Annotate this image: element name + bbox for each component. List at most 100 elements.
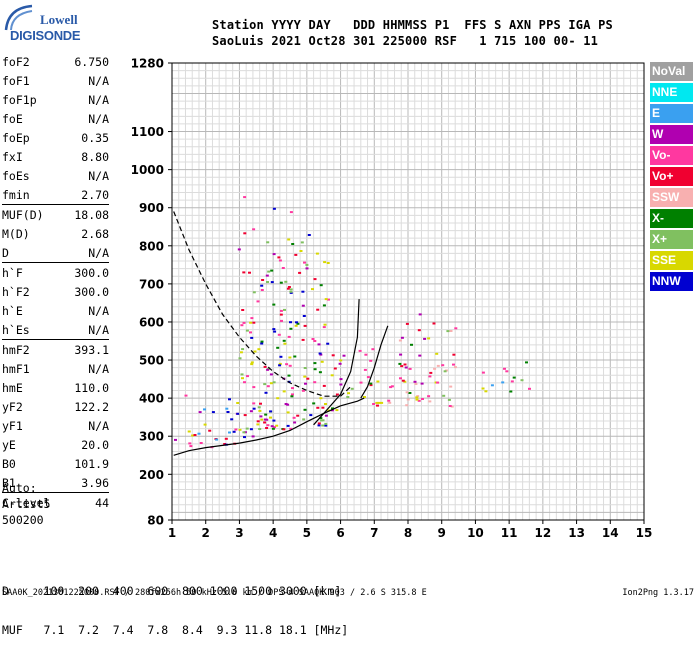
echo-point <box>303 408 307 411</box>
echo-point <box>311 338 315 340</box>
legend-item-ssw: SSW <box>650 188 693 207</box>
parameter-row: C-level 44 <box>2 493 109 512</box>
echo-point <box>447 398 451 401</box>
x-tick-label: 5 <box>303 526 311 540</box>
echo-point <box>324 298 328 301</box>
parameter-row: yE 20.0 <box>2 435 109 454</box>
echo-point <box>257 406 261 409</box>
echo-point <box>284 280 288 283</box>
lowell-digisonde-logo: Lowell DIGISONDE <box>2 2 81 43</box>
parameter-name: yE <box>2 438 16 452</box>
echo-point <box>277 333 281 336</box>
y-tick-label: 400 <box>139 392 164 406</box>
parameter-value: 2.68 <box>81 227 109 241</box>
parameter-divider <box>2 492 109 493</box>
echo-point <box>428 400 432 403</box>
y-tick-label: 1000 <box>131 163 164 177</box>
echo-point <box>327 298 330 301</box>
parameter-value: N/A <box>88 323 109 337</box>
echo-point <box>528 387 531 390</box>
parameter-value: N/A <box>88 246 109 260</box>
echo-point <box>258 428 262 430</box>
echo-point <box>197 432 201 435</box>
echo-point <box>420 382 424 385</box>
echo-point <box>319 417 323 420</box>
echo-point <box>452 363 455 366</box>
parameter-value: 3.96 <box>81 476 109 490</box>
parameter-name: h`Es <box>2 323 30 337</box>
echo-point <box>265 418 269 421</box>
echo-point <box>376 404 379 407</box>
echo-point <box>238 428 242 431</box>
echo-point <box>317 422 321 425</box>
echo-point <box>417 329 421 332</box>
parameter-name: hmE <box>2 381 23 395</box>
echo-point <box>335 409 339 412</box>
echo-point <box>313 278 317 281</box>
echo-point <box>243 381 246 384</box>
echo-point <box>304 382 307 385</box>
echo-point <box>293 355 297 358</box>
parameter-row: h`F2 300.0 <box>2 282 109 301</box>
echo-point <box>401 379 405 382</box>
echo-point <box>372 403 376 405</box>
profile-curves <box>173 211 389 456</box>
y-tick-label: 1280 <box>131 57 164 71</box>
parameter-value: 393.1 <box>74 343 109 357</box>
echo-point <box>278 364 282 367</box>
echo-point <box>432 322 436 325</box>
echo-point <box>269 416 272 419</box>
echo-point <box>269 382 273 385</box>
echo-point <box>189 445 193 448</box>
profile-curve-solid <box>173 397 365 456</box>
echo-point <box>481 387 485 390</box>
echo-point <box>418 354 422 357</box>
legend-item-vo: Vo- <box>650 146 693 165</box>
echo-point <box>211 411 215 414</box>
echo-point <box>260 284 264 287</box>
echo-point <box>417 399 421 402</box>
echo-point <box>286 411 290 414</box>
echo-point <box>453 366 457 369</box>
echo-point <box>290 395 294 398</box>
echo-point <box>291 393 294 396</box>
x-tick-label: 13 <box>568 526 585 540</box>
echo-point <box>363 368 367 371</box>
parameter-name: foF1 <box>2 74 30 88</box>
echo-point <box>236 412 240 415</box>
parameter-panel: foF2 6.750 foF1 N/A foF1p N/A foE N/A foEp 0.35 fx… <box>2 52 109 512</box>
parameter-row: hmE 110.0 <box>2 378 109 397</box>
x-tick-label: 12 <box>535 526 552 540</box>
echo-point <box>252 402 256 405</box>
echo-point <box>249 331 252 334</box>
parameter-value: 6.750 <box>74 55 109 69</box>
echo-point <box>271 427 275 430</box>
parameter-name: M(D) <box>2 227 30 241</box>
echo-point <box>225 407 229 410</box>
parameter-row: foEp 0.35 <box>2 128 109 147</box>
legend-item-sse: SSE <box>650 251 693 270</box>
echo-point <box>260 342 264 345</box>
parameter-value: 2.70 <box>81 188 109 202</box>
echo-point <box>251 435 255 438</box>
echo-point <box>339 359 343 362</box>
legend-item-x: X- <box>650 209 693 228</box>
echo-point <box>293 421 297 424</box>
echo-point <box>199 442 203 444</box>
echo-point <box>263 421 267 424</box>
echo-point <box>350 387 354 390</box>
echo-point <box>418 313 422 316</box>
echo-point <box>302 315 306 317</box>
parameter-value: 300.0 <box>74 285 109 299</box>
echo-point <box>322 304 326 307</box>
echo-point <box>278 362 282 365</box>
echo-point <box>389 386 393 389</box>
echo-point <box>399 353 403 356</box>
echo-point <box>303 261 306 264</box>
x-tick-label: 1 <box>168 526 176 540</box>
y-tick-label: 500 <box>139 354 164 368</box>
echo-point <box>449 330 453 332</box>
grid <box>171 63 645 520</box>
echo-point <box>313 340 317 342</box>
echo-point <box>449 385 453 388</box>
